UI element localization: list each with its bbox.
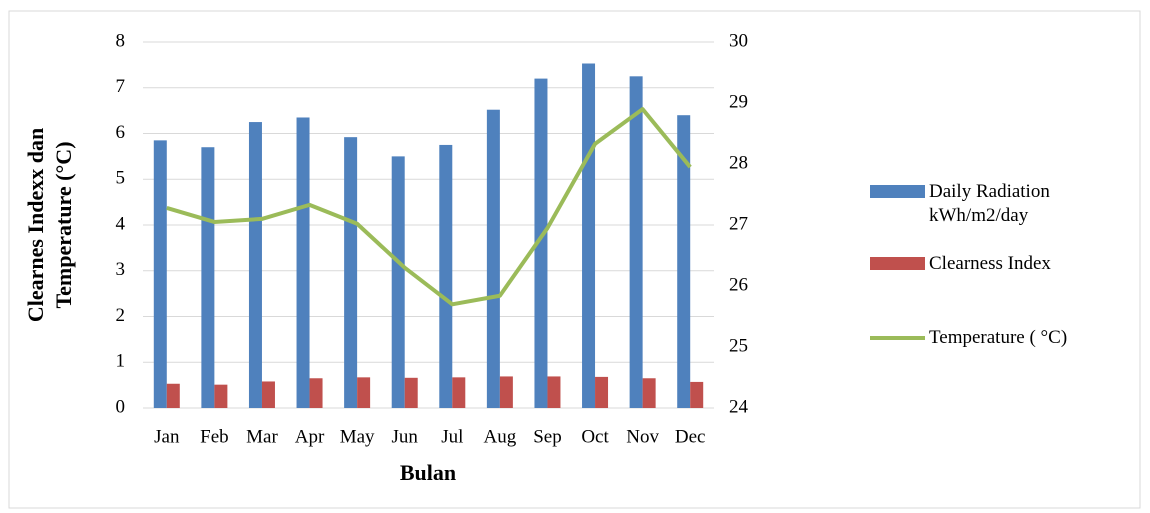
x-tick-label: Apr: [295, 426, 325, 447]
bar: [357, 377, 371, 408]
y2-tick-label: 24: [729, 396, 749, 417]
y2-tick-label: 25: [729, 335, 748, 356]
bar: [499, 376, 513, 408]
x-tick-label: Nov: [626, 426, 659, 447]
legend-swatch: [870, 336, 925, 340]
y2-tick-label: 30: [729, 30, 748, 51]
legend-item: Temperature ( °C): [870, 326, 1099, 350]
bar: [486, 109, 500, 409]
y-tick-label: 6: [116, 122, 126, 143]
bar: [309, 378, 323, 408]
bar: [261, 381, 275, 408]
bar: [201, 147, 215, 408]
y-tick-label: 5: [116, 168, 126, 189]
y2-tick-label: 26: [729, 274, 748, 295]
bar: [248, 122, 262, 408]
y-tick-label: 1: [116, 351, 126, 372]
y2-tick-label: 27: [729, 213, 748, 234]
legend-swatch: [870, 257, 925, 270]
x-tick-label: May: [340, 426, 375, 447]
x-tick-label: Oct: [581, 426, 609, 447]
y-tick-label: 7: [116, 76, 126, 97]
x-tick-label: Jun: [392, 426, 419, 447]
bar: [391, 156, 405, 408]
y-tick-label: 3: [116, 259, 126, 280]
y-tick-label: 4: [116, 213, 126, 234]
bar: [677, 115, 691, 408]
legend-item: Daily Radiation kWh/m2/day: [870, 180, 1099, 228]
bar: [642, 378, 656, 408]
x-tick-label: Jul: [441, 426, 463, 447]
y-tick-label: 0: [116, 396, 126, 417]
line: [166, 107, 692, 307]
bar: [534, 78, 548, 408]
x-tick-label: Aug: [484, 426, 517, 447]
x-tick-label: Sep: [533, 426, 562, 447]
bar: [439, 144, 453, 408]
chart-frame: [8, 10, 1141, 509]
y2-tick-label: 28: [729, 152, 748, 173]
bar: [296, 117, 310, 409]
y-axis-label: Temperature (°C): [51, 141, 76, 308]
y-tick-label: 2: [116, 305, 126, 326]
x-axis-label: Bulan: [400, 460, 456, 485]
bar: [214, 384, 228, 408]
bar: [595, 376, 609, 408]
x-tick-label: Mar: [246, 426, 278, 447]
bar: [166, 383, 180, 408]
bar: [344, 137, 358, 408]
legend-item: Clearness Index: [870, 252, 1099, 276]
x-tick-label: Feb: [200, 426, 229, 447]
bar: [690, 381, 704, 408]
legend-swatch: [870, 185, 925, 198]
legend-label: Clearness Index: [929, 253, 1051, 274]
y-axis-label: Clearnes Indexx dan: [23, 128, 48, 322]
bar: [547, 376, 561, 408]
bar: [404, 377, 418, 408]
y-tick-label: 8: [116, 30, 126, 51]
y2-tick-label: 29: [729, 91, 748, 112]
bar: [582, 63, 596, 408]
bar: [452, 377, 466, 408]
legend-label: Daily Radiation kWh/m2/day: [929, 181, 1050, 226]
x-tick-label: Jan: [154, 426, 180, 447]
bar: [153, 140, 167, 409]
x-tick-label: Dec: [675, 426, 706, 447]
bar: [629, 76, 643, 408]
legend-label: Temperature ( °C): [929, 327, 1068, 348]
